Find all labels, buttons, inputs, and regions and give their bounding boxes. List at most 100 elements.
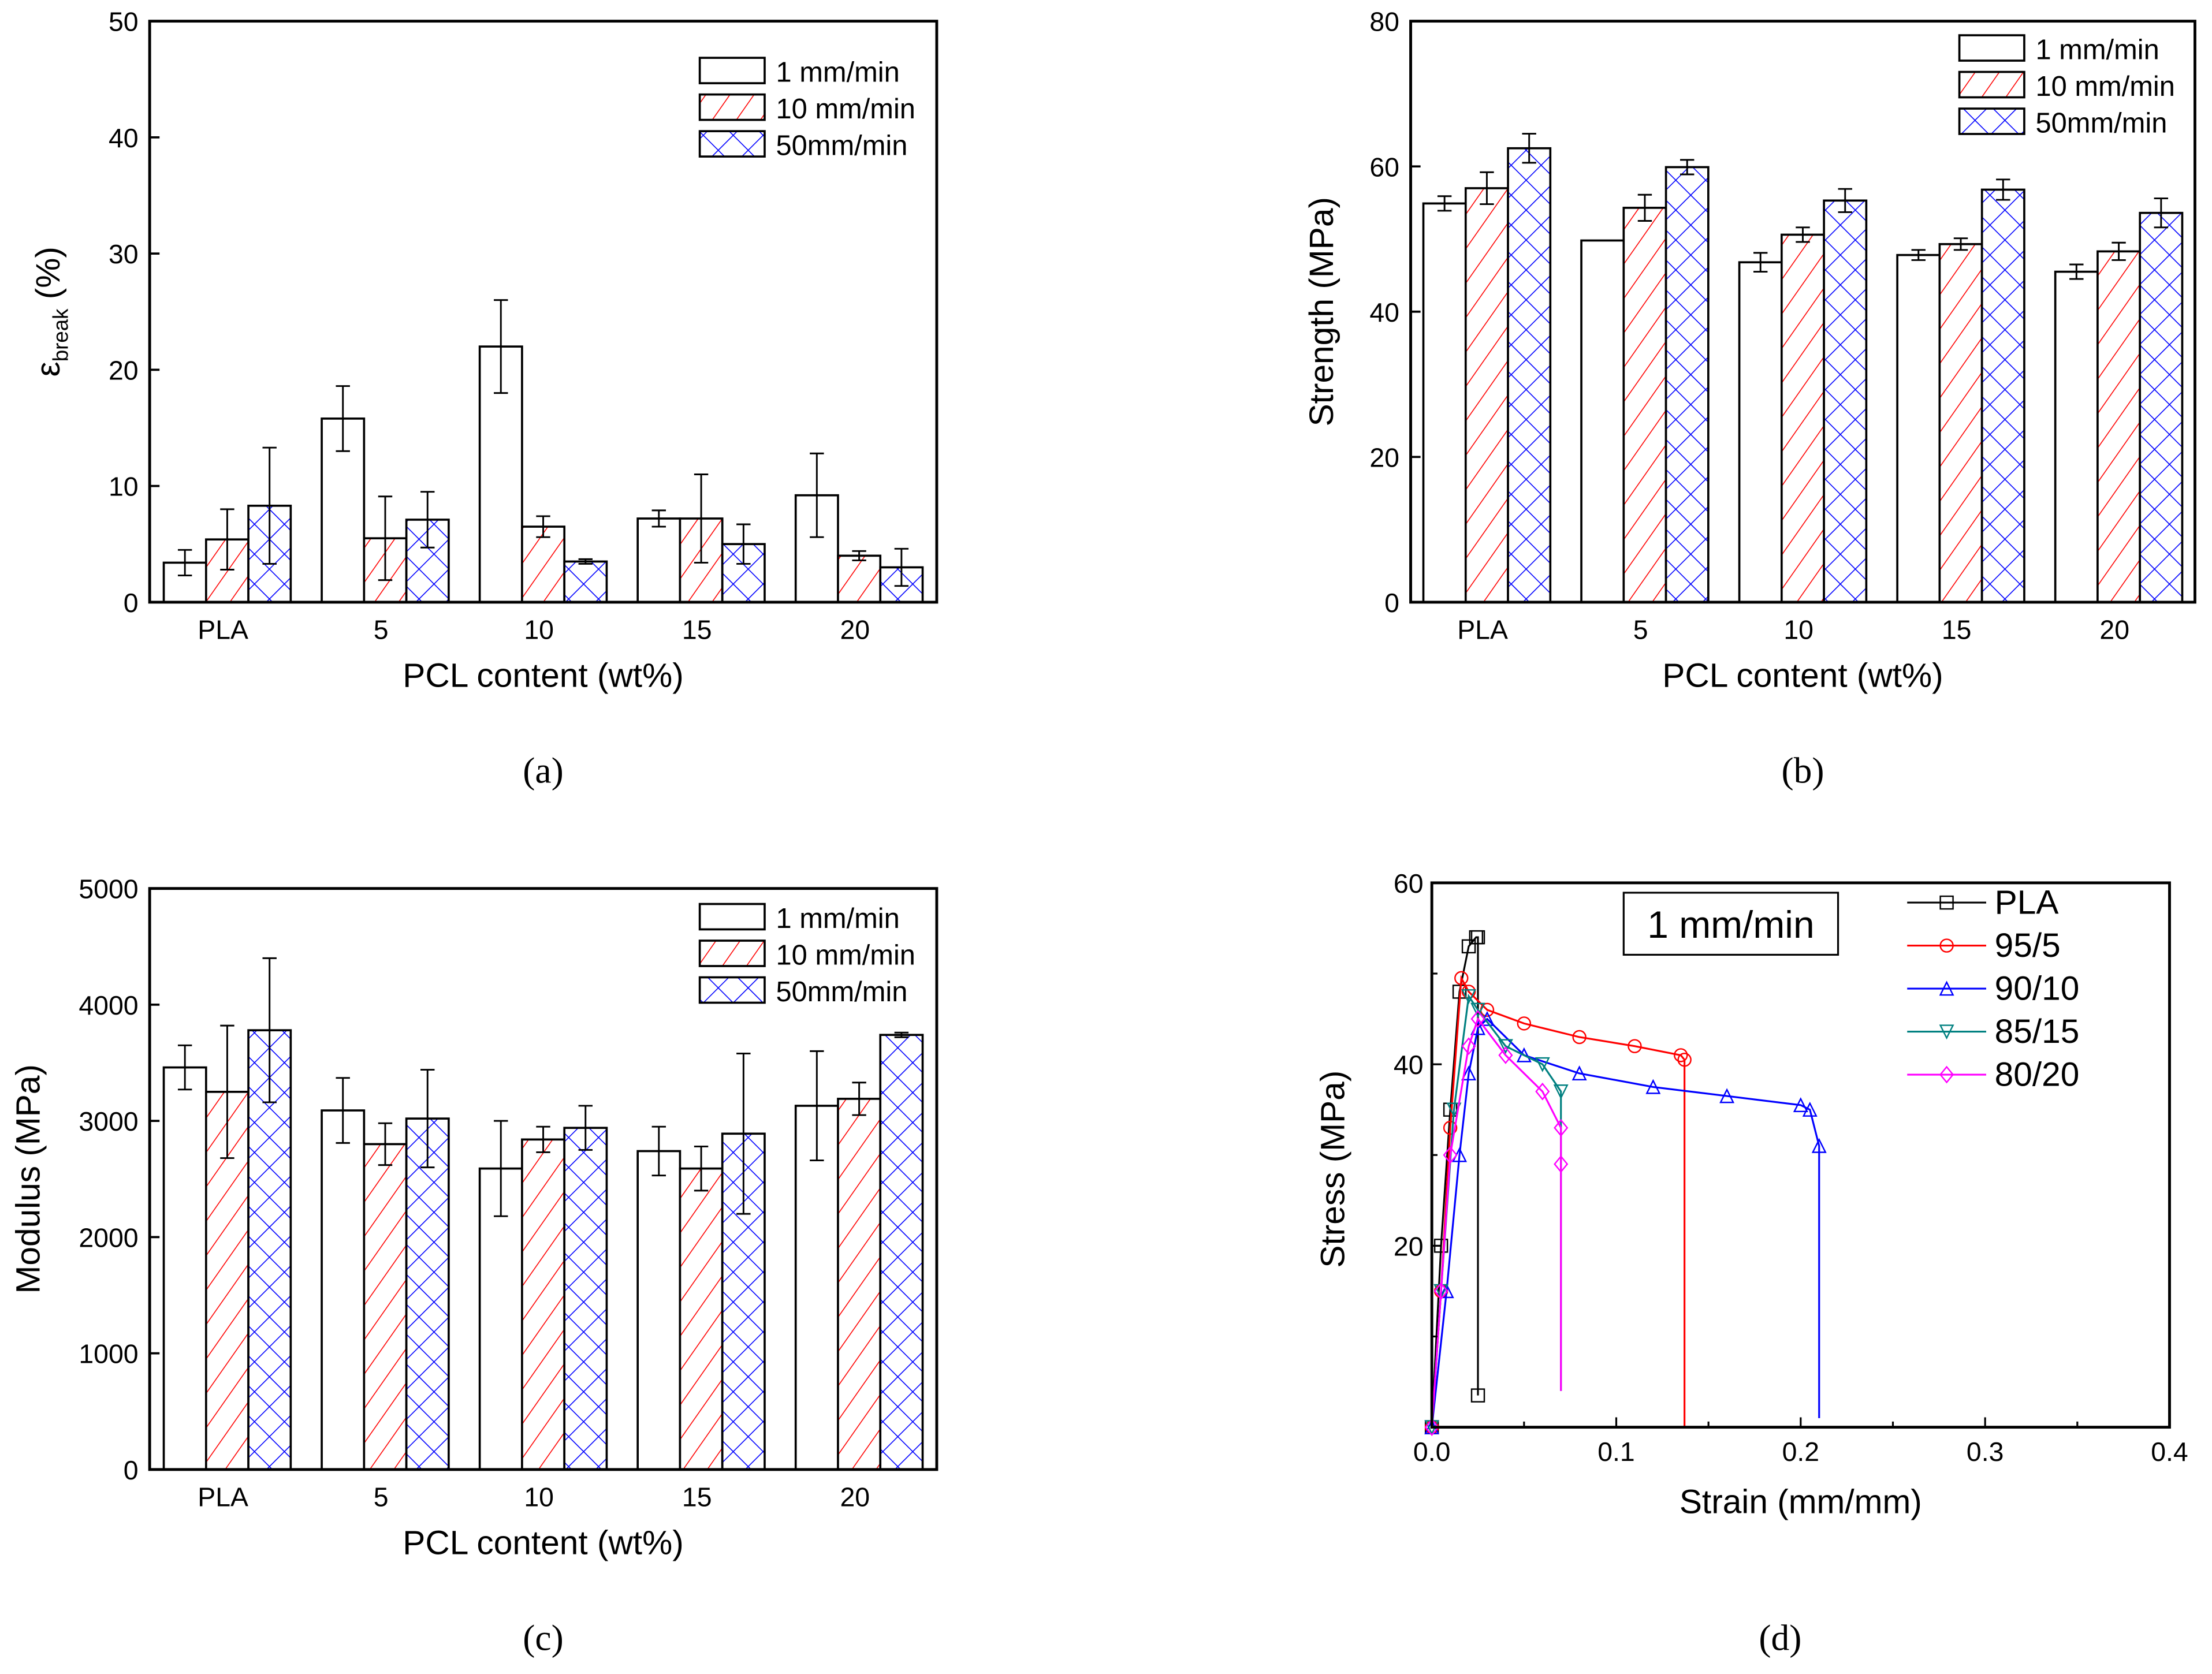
marker-triangle-up xyxy=(1793,1097,1808,1113)
x-tick-label: 0.1 xyxy=(1597,1437,1635,1467)
y-tick-label: 2000 xyxy=(79,1222,138,1252)
x-tick-label: 15 xyxy=(682,1482,712,1512)
y-axis-label-symbol: ε xyxy=(29,361,67,376)
legend-swatch xyxy=(698,93,766,121)
x-tick-label: 10 xyxy=(1783,614,1813,644)
bar-b-s2-c2 xyxy=(1823,199,1868,603)
marker-triangle-up xyxy=(1719,1088,1735,1103)
bar-a-s1-c2 xyxy=(521,525,565,603)
panel-caption: (a) xyxy=(523,750,563,791)
y-tick-label: 30 xyxy=(109,239,139,269)
x-tick-label: 10 xyxy=(524,1482,554,1512)
y-tick-label: 20 xyxy=(1369,442,1399,472)
panel-a-elongation-chart: 0 10 20 30 40 50 PLA 5 10 15 20 PCL content (wt%) εb… xyxy=(29,7,939,791)
legend-swatch xyxy=(1958,34,2025,62)
legend-label: 50mm/min xyxy=(2035,108,2167,139)
marker-triangle-down xyxy=(1461,989,1477,1004)
bar-b-s2-c4 xyxy=(2139,211,2184,603)
legend-label: 1 mm/min xyxy=(2035,35,2159,66)
x-axis-label: PCL content (wt%) xyxy=(403,1524,683,1561)
bar-c-s1-c4 xyxy=(837,1098,882,1471)
bar-b-s0-c1 xyxy=(1580,239,1625,603)
marker-triangle-up xyxy=(1439,1283,1454,1299)
y-axis-label: Stress (MPa) xyxy=(1314,1071,1352,1268)
bar-b-s2-c1 xyxy=(1664,166,1710,603)
bar-c-s1-c1 xyxy=(363,1143,408,1471)
x-tick-label: 5 xyxy=(1633,614,1648,644)
marker-diamond xyxy=(1554,1119,1569,1137)
legend-swatch xyxy=(698,976,766,1004)
marker-triangle-up xyxy=(1802,1101,1818,1117)
marker-circle xyxy=(1454,971,1469,986)
panel-caption: (b) xyxy=(1781,750,1824,791)
legend-label: 95/5 xyxy=(1995,927,2061,964)
y-tick-label: 5000 xyxy=(79,874,138,904)
bar-c-s2-c2 xyxy=(563,1127,608,1471)
legend-label: 10 mm/min xyxy=(776,94,915,125)
marker-square xyxy=(1470,1388,1485,1403)
legend-label: 50mm/min xyxy=(776,131,908,162)
marker-circle xyxy=(1939,938,1954,953)
marker-diamond xyxy=(1433,1282,1448,1300)
plot-frame xyxy=(1430,881,2171,1429)
marker-diamond xyxy=(1535,1082,1550,1101)
x-tick-label: 5 xyxy=(374,614,389,644)
bar-b-s0-c0 xyxy=(1422,202,1467,603)
legend-label: PLA xyxy=(1995,884,2059,922)
panel-caption: (c) xyxy=(523,1617,563,1658)
y-tick-label: 1000 xyxy=(79,1339,138,1369)
marker-square xyxy=(1461,939,1476,954)
x-tick-label: 0.0 xyxy=(1413,1437,1451,1467)
x-tick-label: 0.4 xyxy=(2151,1437,2188,1467)
y-axis-label: Strength (MPa) xyxy=(1303,197,1340,426)
y-tick-label: 10 xyxy=(109,472,139,502)
legend-label: 50mm/min xyxy=(776,976,908,1008)
marker-diamond xyxy=(1939,1065,1954,1084)
marker-diamond xyxy=(1470,1010,1485,1028)
marker-diamond xyxy=(1443,1146,1458,1164)
panel-d-stress-strain-chart: PLA 95/5 90/10 85/15 80/20 0.0 0.1 0.2 0.3 0.4 20 4… xyxy=(1314,868,2188,1658)
bar-a-s2-c2 xyxy=(563,560,608,603)
marker-square xyxy=(1939,895,1954,910)
marker-triangle-down xyxy=(1939,1024,1954,1040)
bar-a-s0-c3 xyxy=(636,517,682,603)
y-tick-label: 20 xyxy=(109,355,139,385)
y-axis-label: Modulus (MPa) xyxy=(10,1064,47,1293)
marker-circle xyxy=(1517,1016,1532,1031)
marker-triangle-up xyxy=(1572,1065,1587,1081)
x-tick-label: 20 xyxy=(2099,614,2129,644)
marker-triangle-down xyxy=(1553,1084,1569,1099)
marker-diamond xyxy=(1554,1155,1569,1173)
legend-swatch xyxy=(698,130,766,158)
legend-label: 90/10 xyxy=(1995,970,2080,1008)
x-tick-label: 0.3 xyxy=(1967,1437,2004,1467)
y-tick-label: 3000 xyxy=(79,1106,138,1136)
legend-swatch xyxy=(698,939,766,967)
marker-circle xyxy=(1572,1030,1587,1045)
x-tick-label: 15 xyxy=(1942,614,1972,644)
x-tick-label: PLA xyxy=(198,1482,248,1512)
y-tick-label: 0 xyxy=(124,588,139,618)
y-tick-label: 0 xyxy=(1384,588,1399,618)
y-tick-label: 40 xyxy=(109,123,139,153)
x-tick-label: 20 xyxy=(840,614,870,644)
bar-c-s0-c1 xyxy=(321,1109,366,1471)
bar-b-s0-c4 xyxy=(2054,270,2099,603)
x-tick-label: 15 xyxy=(682,614,712,644)
bar-b-s0-c3 xyxy=(1896,253,1941,603)
bar-b-s1-c1 xyxy=(1622,207,1667,603)
x-tick-label: 5 xyxy=(374,1482,389,1512)
bar-a-s1-c4 xyxy=(837,554,882,603)
legend-label: 85/15 xyxy=(1995,1013,2080,1050)
annotation-box xyxy=(1622,892,1839,956)
y-tick-label: 50 xyxy=(109,7,139,37)
legend-label: 1 mm/min xyxy=(776,903,900,934)
y-tick-label: 20 xyxy=(1394,1231,1424,1261)
y-axis-label: εbreak (%) xyxy=(29,247,73,376)
marker-triangle-down xyxy=(1470,1002,1485,1018)
legend-label: 10 mm/min xyxy=(776,940,915,971)
bar-c-s2-c4 xyxy=(879,1034,924,1471)
plot-frame xyxy=(148,20,939,604)
panel-b-strength-chart: 0 20 40 60 80 PLA 5 10 15 20 PCL content (wt%) Stre… xyxy=(1303,7,2196,791)
